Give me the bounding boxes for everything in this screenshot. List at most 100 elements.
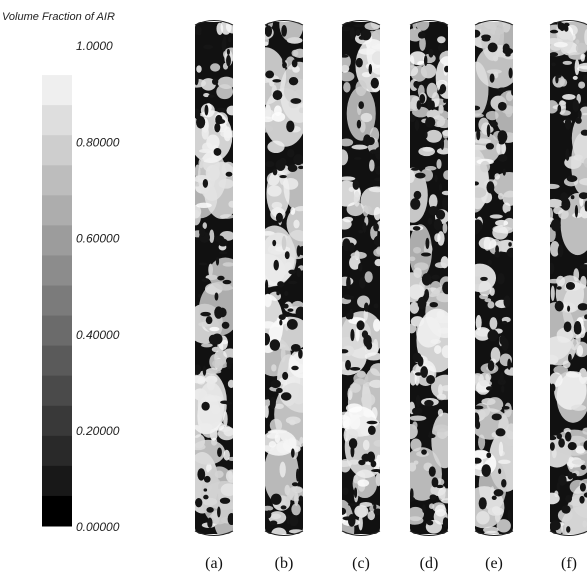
panel-label: (e) bbox=[485, 555, 503, 572]
liquid-patch bbox=[192, 25, 202, 35]
liquid-patch bbox=[201, 278, 209, 282]
bubble bbox=[492, 226, 508, 240]
liquid-patch bbox=[508, 242, 512, 246]
bubble bbox=[476, 45, 520, 89]
liquid-patch bbox=[550, 442, 555, 451]
liquid-patch bbox=[359, 36, 365, 40]
liquid-patch bbox=[207, 518, 212, 528]
liquid-patch bbox=[228, 513, 236, 525]
liquid-patch bbox=[281, 392, 292, 400]
liquid-patch bbox=[272, 240, 276, 246]
liquid-patch bbox=[273, 168, 278, 175]
liquid-patch bbox=[288, 164, 298, 172]
liquid-patch bbox=[492, 496, 497, 500]
liquid-patch bbox=[470, 106, 480, 111]
liquid-patch bbox=[486, 181, 494, 193]
liquid-patch bbox=[226, 172, 233, 177]
liquid-patch bbox=[350, 367, 360, 371]
liquid-patch bbox=[216, 108, 226, 112]
bubble bbox=[437, 148, 451, 155]
liquid-patch bbox=[410, 488, 414, 500]
liquid-patch bbox=[566, 282, 575, 290]
bubble bbox=[427, 83, 438, 98]
liquid-patch bbox=[285, 251, 290, 259]
bubble bbox=[339, 71, 355, 81]
liquid-patch bbox=[283, 304, 288, 309]
liquid-patch bbox=[290, 98, 301, 104]
column bbox=[537, 8, 587, 553]
liquid-patch bbox=[284, 291, 288, 296]
liquid-patch bbox=[425, 238, 429, 249]
liquid-patch bbox=[420, 366, 428, 378]
liquid-patch bbox=[282, 372, 288, 380]
liquid-patch bbox=[287, 149, 294, 158]
liquid-patch bbox=[265, 25, 272, 37]
liquid-patch bbox=[480, 277, 488, 281]
bubble bbox=[572, 459, 585, 464]
liquid-patch bbox=[339, 349, 348, 353]
bubble bbox=[479, 281, 492, 296]
bubble bbox=[437, 119, 452, 128]
bubble bbox=[299, 108, 305, 114]
liquid-patch bbox=[487, 124, 491, 137]
bubble bbox=[363, 409, 373, 417]
liquid-patch bbox=[217, 276, 224, 281]
bubble bbox=[198, 423, 212, 431]
colorbar-title: Volume Fraction of AIR bbox=[2, 11, 115, 23]
bubble bbox=[486, 111, 499, 120]
liquid-patch bbox=[353, 24, 364, 27]
bubble bbox=[504, 367, 521, 375]
bubble bbox=[479, 237, 496, 250]
bubble bbox=[349, 415, 360, 430]
liquid-patch bbox=[508, 510, 511, 521]
bubble bbox=[279, 7, 303, 42]
liquid-patch bbox=[412, 353, 421, 363]
bubble bbox=[343, 82, 350, 93]
liquid-patch bbox=[421, 449, 427, 454]
bubble bbox=[204, 162, 240, 219]
liquid-patch bbox=[356, 58, 363, 68]
bubble bbox=[571, 405, 586, 411]
bubble bbox=[210, 63, 220, 71]
bubble bbox=[209, 230, 214, 243]
bubble bbox=[369, 160, 375, 172]
liquid-patch bbox=[340, 27, 351, 32]
liquid-patch bbox=[279, 175, 286, 178]
liquid-patch bbox=[289, 515, 298, 526]
liquid-patch bbox=[565, 432, 571, 442]
liquid-patch bbox=[498, 468, 501, 474]
liquid-patch bbox=[369, 64, 373, 74]
liquid-patch bbox=[270, 521, 278, 526]
liquid-patch bbox=[507, 359, 511, 370]
column bbox=[459, 11, 525, 536]
liquid-patch bbox=[279, 320, 282, 326]
bubble bbox=[196, 203, 212, 208]
liquid-patch bbox=[203, 495, 208, 500]
bubble bbox=[471, 187, 486, 198]
liquid-patch bbox=[492, 414, 502, 421]
liquid-patch bbox=[217, 506, 221, 517]
liquid-patch bbox=[298, 166, 304, 169]
liquid-patch bbox=[416, 395, 421, 407]
colorbar-band bbox=[42, 496, 72, 527]
page: {"colorbar": {"title": "Volume Fraction … bbox=[0, 0, 587, 573]
liquid-patch bbox=[414, 191, 422, 199]
bubble bbox=[488, 301, 495, 308]
liquid-patch bbox=[503, 169, 506, 176]
column bbox=[329, 17, 392, 556]
bubble bbox=[436, 159, 441, 169]
liquid-patch bbox=[358, 101, 364, 109]
bubble bbox=[571, 390, 583, 404]
colorbar-tick-label: 0.20000 bbox=[76, 424, 120, 438]
liquid-patch bbox=[496, 428, 506, 436]
liquid-patch bbox=[274, 260, 279, 271]
colorbar-band bbox=[42, 165, 72, 196]
liquid-patch bbox=[574, 321, 582, 334]
liquid-patch bbox=[432, 477, 439, 487]
liquid-patch bbox=[443, 517, 448, 527]
liquid-patch bbox=[566, 526, 570, 533]
liquid-patch bbox=[296, 307, 306, 318]
bubble bbox=[409, 51, 426, 65]
liquid-patch bbox=[422, 504, 426, 513]
liquid-patch bbox=[214, 148, 222, 156]
